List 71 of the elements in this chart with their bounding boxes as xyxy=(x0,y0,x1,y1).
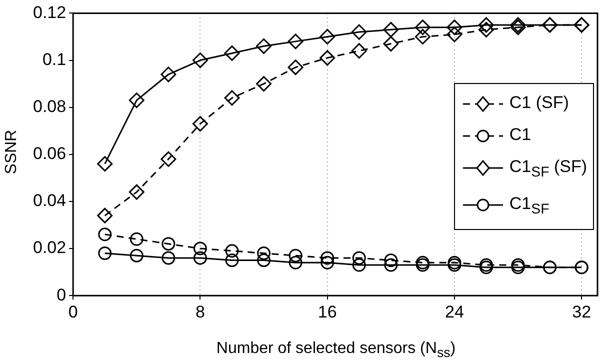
point xyxy=(193,251,207,265)
point xyxy=(225,244,239,258)
point xyxy=(446,20,462,36)
legend-label: C1$_{SF}$ (SF) xyxy=(509,157,587,180)
y-axis-title: SSNR xyxy=(3,130,21,174)
point xyxy=(478,22,494,38)
point xyxy=(511,258,525,272)
point xyxy=(384,258,398,272)
point xyxy=(128,92,144,108)
point xyxy=(160,66,176,82)
y-tick-label: 0.12 xyxy=(32,2,66,22)
point xyxy=(320,251,334,265)
point xyxy=(98,246,112,260)
point xyxy=(288,256,302,270)
point xyxy=(446,26,462,42)
legend-label: C1 xyxy=(509,125,532,144)
point xyxy=(383,36,399,52)
point xyxy=(256,76,272,92)
point xyxy=(257,246,271,260)
point xyxy=(384,254,398,268)
y-tick-label: 0.1 xyxy=(42,50,66,69)
point xyxy=(478,17,494,33)
point xyxy=(225,254,239,268)
point xyxy=(193,242,207,256)
point xyxy=(97,208,113,224)
x-axis-title: Number of selected sensors (N$_{ss}$) xyxy=(215,340,457,360)
point xyxy=(224,45,240,61)
legend-label: C1$_{SF}$ xyxy=(509,194,550,218)
y-tick-label: 0.02 xyxy=(32,238,66,258)
point xyxy=(351,24,367,40)
point xyxy=(320,50,336,66)
point xyxy=(224,90,240,106)
point xyxy=(320,256,334,270)
point xyxy=(352,251,366,265)
point xyxy=(97,156,113,172)
point xyxy=(288,248,302,262)
point xyxy=(160,151,176,167)
point xyxy=(352,258,366,272)
point xyxy=(416,258,430,272)
point xyxy=(257,254,271,268)
x-tick-label: 8 xyxy=(195,302,205,322)
point xyxy=(98,228,112,242)
point xyxy=(351,43,367,59)
point xyxy=(128,184,144,200)
y-tick-label: 0.08 xyxy=(32,97,66,116)
x-tick-label: 16 xyxy=(318,302,337,322)
point xyxy=(511,260,525,274)
point xyxy=(288,60,304,76)
point xyxy=(162,237,176,251)
point xyxy=(414,20,430,36)
point xyxy=(414,28,430,44)
point xyxy=(162,251,176,265)
point xyxy=(192,52,208,68)
point xyxy=(288,34,304,50)
point xyxy=(192,116,208,132)
point xyxy=(130,248,144,262)
point xyxy=(480,260,494,274)
point xyxy=(448,258,462,272)
point xyxy=(256,38,272,54)
point xyxy=(320,28,336,44)
x-tick-label: 24 xyxy=(445,302,464,322)
point xyxy=(383,22,399,38)
y-tick-label: 0 xyxy=(56,285,66,304)
point xyxy=(130,232,144,246)
point xyxy=(416,256,430,270)
point xyxy=(480,258,494,272)
x-tick-label: 32 xyxy=(572,302,592,322)
y-tick-label: 0.04 xyxy=(32,191,66,210)
y-tick-label: 0.06 xyxy=(32,144,66,164)
legend-label: C1 (SF) xyxy=(509,93,569,112)
point xyxy=(448,256,462,270)
